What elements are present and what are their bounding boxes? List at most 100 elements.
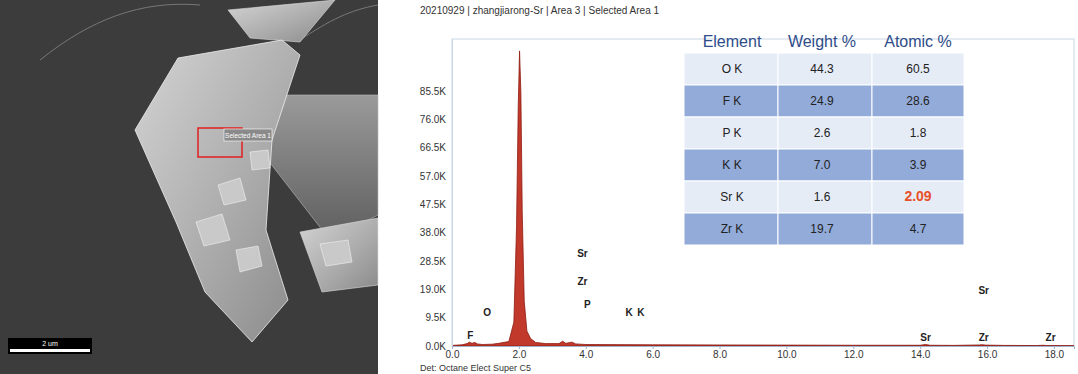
table-header: Weight % (788, 33, 856, 50)
table-text: 28.6 (906, 94, 930, 108)
x-tick: 0.0 (446, 346, 460, 360)
plot-area (452, 51, 1074, 346)
y-tick-label: 38.0K (420, 227, 446, 238)
table-text: Zr K (721, 222, 744, 236)
scale-bar (10, 349, 90, 352)
table-cell (872, 53, 964, 85)
fiber (40, 4, 200, 60)
table-text: 44.3 (810, 62, 834, 76)
sem-background (0, 0, 378, 374)
x-tick: 8.0 (713, 346, 727, 360)
y-tick-label: 85.5K (420, 86, 446, 97)
x-tick: 18.0 (1045, 346, 1065, 360)
selection-label-box (224, 129, 272, 141)
table-cell (778, 117, 872, 149)
table-cell (778, 149, 872, 181)
x-tick-label: 6.0 (646, 349, 660, 360)
y-axis: 0.0K 9.5K 19.0K 28.5K 38.0K 47.5K 57.0K 66.5K 76… (420, 40, 453, 352)
table-cell (872, 213, 964, 245)
x-tick-label: 12.0 (844, 349, 864, 360)
table-text: 1.8 (910, 126, 927, 140)
footer: Det: Octane Elect Super C5 (420, 363, 531, 373)
table-text: 60.5 (906, 62, 930, 76)
x-tick: 6.0 (646, 346, 660, 360)
element-label: O (483, 307, 491, 318)
table-text: 2.09 (904, 188, 931, 204)
y-tick: 66.5K (420, 142, 452, 153)
y-tick-label: 66.5K (420, 142, 446, 153)
element-label: Zr (1046, 332, 1056, 343)
figure: Selected Area 12 um20210929 | zhangjiaro… (0, 0, 1078, 374)
y-tick: 57.0K (420, 171, 452, 182)
results-table: ElementWeight %Atomic %O K44.360.5F K24.… (684, 33, 964, 245)
element-label: F (467, 330, 473, 341)
x-tick-label: 16.0 (978, 349, 998, 360)
y-tick: 9.5K (425, 312, 452, 323)
x-axis: 0.0 2.0 4.0 6.0 8.0 10.0 12.0 14.0 16.0 18.0 (446, 346, 1075, 360)
y-tick-label: 47.5K (420, 199, 446, 210)
main-flake (135, 40, 300, 342)
selection-label: Selected Area 1 (225, 132, 271, 139)
y-tick: 76.0K (420, 114, 452, 125)
y-tick-label: 76.0K (420, 114, 446, 125)
table-cell (684, 117, 778, 149)
table-text: 24.9 (810, 94, 834, 108)
table-text: 7.0 (814, 158, 831, 172)
table-cell (872, 149, 964, 181)
table-cell (684, 213, 778, 245)
y-tick-label: 0.0K (425, 341, 446, 352)
x-tick: 12.0 (844, 346, 864, 360)
x-tick-label: 0.0 (446, 349, 460, 360)
small-flake (196, 214, 230, 246)
sem-image: Selected Area 1 2 um (0, 0, 378, 374)
y-tick: 38.0K (420, 227, 452, 238)
element-label: P (584, 299, 591, 310)
element-label: Sr (577, 248, 588, 259)
x-tick: 16.0 (978, 346, 998, 360)
table-text: Sr K (720, 190, 743, 204)
x-tick-label: 4.0 (579, 349, 593, 360)
table-cell (778, 85, 872, 117)
y-tick-label: 57.0K (420, 171, 446, 182)
y-tick: 19.0K (420, 284, 452, 295)
table-cell (778, 181, 872, 213)
y-axis-line (452, 40, 453, 347)
table-cell (684, 85, 778, 117)
flake (300, 218, 378, 292)
table-cell (778, 213, 872, 245)
small-flake (250, 150, 270, 170)
scale-bar-label: 2 um (42, 340, 58, 347)
table-text: 4.7 (910, 222, 927, 236)
table-cell (684, 53, 778, 85)
x-tick: 4.0 (579, 346, 593, 360)
x-tick: 2.0 (512, 346, 526, 360)
table-cell (684, 181, 778, 213)
table-cell (872, 181, 964, 213)
canvas: Selected Area 12 um20210929 | zhangjiaro… (0, 0, 1078, 374)
table-cell (872, 117, 964, 149)
small-flake (320, 240, 352, 266)
plot-frame (452, 39, 1074, 346)
table-cell (684, 149, 778, 181)
table-header: Element (703, 33, 762, 50)
element-label: Sr (920, 332, 931, 343)
table-text: P K (722, 126, 741, 140)
table-text: K K (722, 158, 741, 172)
element-label: Sr (978, 285, 989, 296)
element-label: Zr (979, 332, 989, 343)
x-tick-label: 10.0 (777, 349, 797, 360)
annotations: OFSrZrPKKSrSrZrZr (467, 248, 1055, 343)
x-tick: 14.0 (911, 346, 931, 360)
table-text: F K (723, 94, 742, 108)
scale-bar-box (8, 338, 92, 354)
x-tick-label: 18.0 (1045, 349, 1065, 360)
table-text: 19.7 (810, 222, 834, 236)
small-flake (218, 178, 246, 205)
x-tick-label: 8.0 (713, 349, 727, 360)
x-tick-label: 2.0 (512, 349, 526, 360)
y-tick: 85.5K (420, 86, 452, 97)
y-tick: 28.5K (420, 256, 452, 267)
x-tick-label: 14.0 (911, 349, 931, 360)
element-label: Zr (577, 276, 587, 287)
table-cell (778, 53, 872, 85)
